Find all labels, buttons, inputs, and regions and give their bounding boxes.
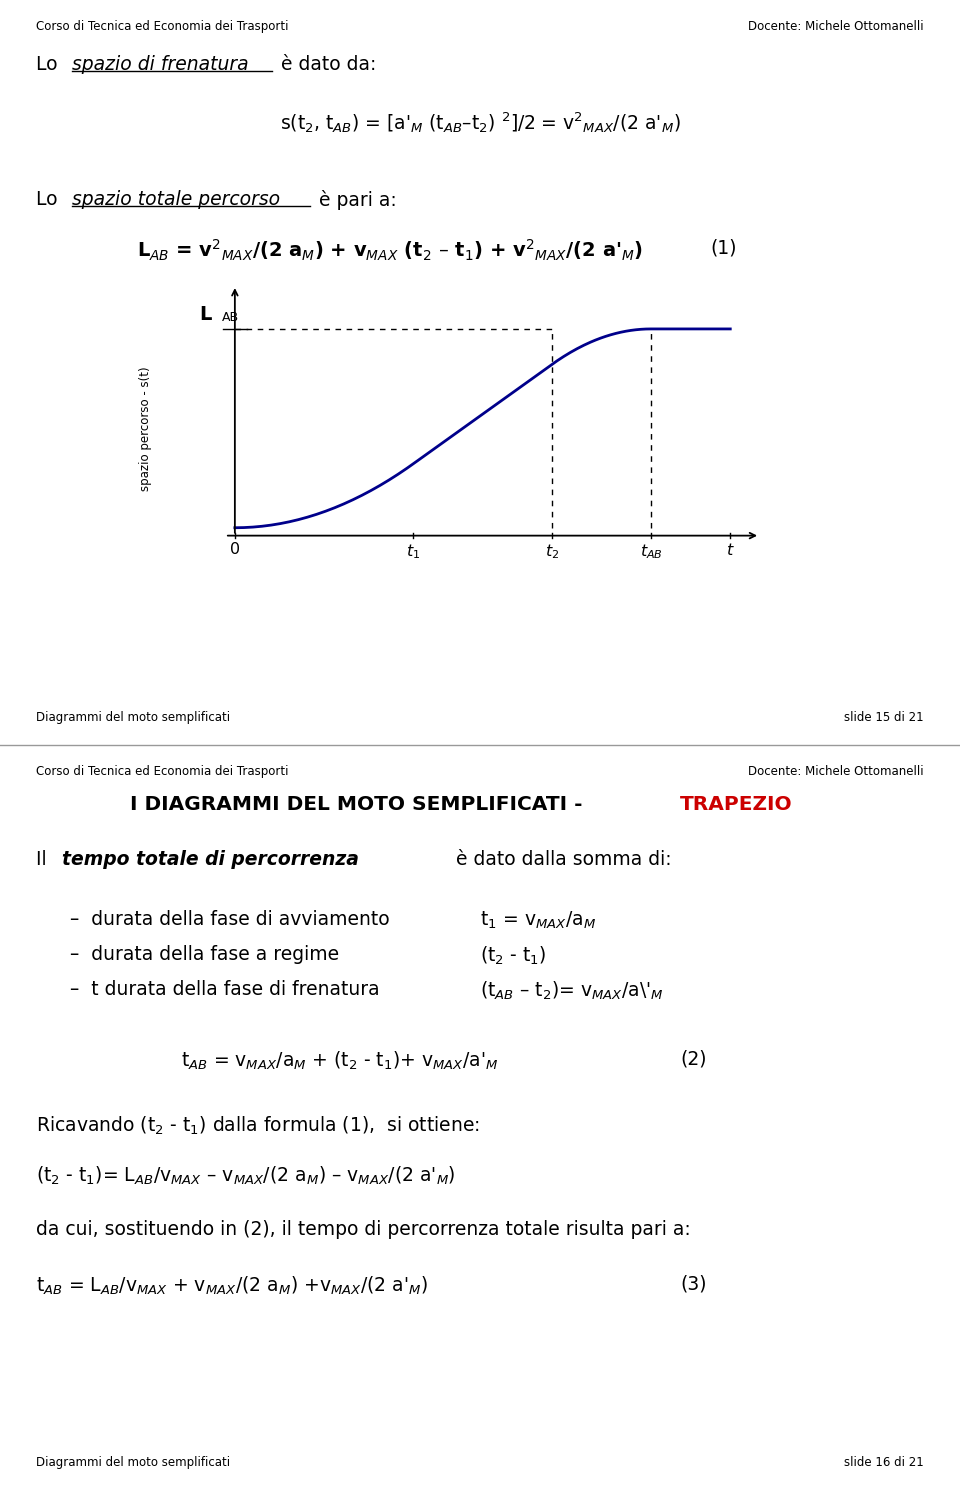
Text: è pari a:: è pari a: — [313, 191, 396, 210]
Text: t$_{AB}$ = L$_{AB}$/v$_{MAX}$ + v$_{MAX}$/(2 a$_M$) +v$_{MAX}$/(2 a'$_M$): t$_{AB}$ = L$_{AB}$/v$_{MAX}$ + v$_{MAX}… — [36, 1275, 428, 1297]
Text: –  durata della fase di avviamento: – durata della fase di avviamento — [70, 910, 390, 929]
Text: spazio totale percorso: spazio totale percorso — [72, 191, 280, 208]
Text: (t$_2$ - t$_1$): (t$_2$ - t$_1$) — [480, 944, 546, 966]
Text: Corso di Tecnica ed Economia dei Trasporti: Corso di Tecnica ed Economia dei Traspor… — [36, 19, 289, 33]
Text: $t$: $t$ — [726, 542, 734, 558]
Text: I DIAGRAMMI DEL MOTO SEMPLIFICATI -: I DIAGRAMMI DEL MOTO SEMPLIFICATI - — [130, 795, 589, 813]
Text: Docente: Michele Ottomanelli: Docente: Michele Ottomanelli — [749, 764, 924, 777]
Text: slide 15 di 21: slide 15 di 21 — [845, 712, 924, 725]
Text: è dato dalla somma di:: è dato dalla somma di: — [450, 850, 672, 868]
Text: (3): (3) — [680, 1275, 707, 1294]
Text: TRAPEZIO: TRAPEZIO — [680, 795, 793, 813]
Text: L$_{AB}$ = v$^2$$_{MAX}$/(2 a$_M$) + v$_{MAX}$ (t$_2$ – t$_1$) + v$^2$$_{MAX}$/(: L$_{AB}$ = v$^2$$_{MAX}$/(2 a$_M$) + v$_… — [137, 238, 643, 264]
Text: Lo: Lo — [36, 55, 63, 74]
Text: slide 16 di 21: slide 16 di 21 — [844, 1456, 924, 1470]
Text: Lo: Lo — [36, 191, 63, 208]
Text: $t_2$: $t_2$ — [545, 542, 559, 561]
Text: (t$_{AB}$ – t$_2$)= v$_{MAX}$/a\'$_M$: (t$_{AB}$ – t$_2$)= v$_{MAX}$/a\'$_M$ — [480, 980, 663, 1002]
Text: spazio percorso - s(t): spazio percorso - s(t) — [139, 366, 153, 491]
Text: t$_{AB}$ = v$_{MAX}$/a$_M$ + (t$_2$ - t$_1$)+ v$_{MAX}$/a'$_M$: t$_{AB}$ = v$_{MAX}$/a$_M$ + (t$_2$ - t$… — [181, 1050, 499, 1072]
Text: tempo totale di percorrenza: tempo totale di percorrenza — [62, 850, 359, 868]
Text: –  durata della fase a regime: – durata della fase a regime — [70, 944, 339, 963]
Text: s(t$_2$, t$_{AB}$) = [a'$_M$ (t$_{AB}$–t$_2$) $^2$]/2 = v$^2$$_{MAX}$/(2 a'$_M$): s(t$_2$, t$_{AB}$) = [a'$_M$ (t$_{AB}$–t… — [279, 110, 681, 135]
Text: spazio di frenatura: spazio di frenatura — [72, 55, 249, 74]
Text: (2): (2) — [680, 1050, 707, 1069]
Text: AB: AB — [222, 311, 239, 325]
Text: Corso di Tecnica ed Economia dei Trasporti: Corso di Tecnica ed Economia dei Traspor… — [36, 764, 289, 777]
Text: $\mathbf{L}$: $\mathbf{L}$ — [199, 305, 213, 325]
Text: Docente: Michele Ottomanelli: Docente: Michele Ottomanelli — [749, 19, 924, 33]
Text: Diagrammi del moto semplificati: Diagrammi del moto semplificati — [36, 1456, 230, 1470]
Text: Diagrammi del moto semplificati: Diagrammi del moto semplificati — [36, 712, 230, 725]
Text: –  t durata della fase di frenatura: – t durata della fase di frenatura — [70, 980, 379, 999]
Text: $t_1$: $t_1$ — [406, 542, 420, 561]
Text: (t$_2$ - t$_1$)= L$_{AB}$/v$_{MAX}$ – v$_{MAX}$/(2 a$_M$) – v$_{MAX}$/(2 a'$_M$): (t$_2$ - t$_1$)= L$_{AB}$/v$_{MAX}$ – v$… — [36, 1164, 456, 1187]
Text: (1): (1) — [710, 238, 736, 258]
Text: $t_{AB}$: $t_{AB}$ — [639, 542, 662, 561]
Text: Ricavando (t$_2$ - t$_1$) dalla formula (1),  si ottiene:: Ricavando (t$_2$ - t$_1$) dalla formula … — [36, 1115, 480, 1138]
Text: è dato da:: è dato da: — [275, 55, 376, 74]
Text: da cui, sostituendo in (2), il tempo di percorrenza totale risulta pari a:: da cui, sostituendo in (2), il tempo di … — [36, 1219, 691, 1239]
Text: 0: 0 — [229, 542, 240, 557]
Text: Il: Il — [36, 850, 53, 868]
Text: t$_1$ = v$_{MAX}$/a$_M$: t$_1$ = v$_{MAX}$/a$_M$ — [480, 910, 596, 931]
